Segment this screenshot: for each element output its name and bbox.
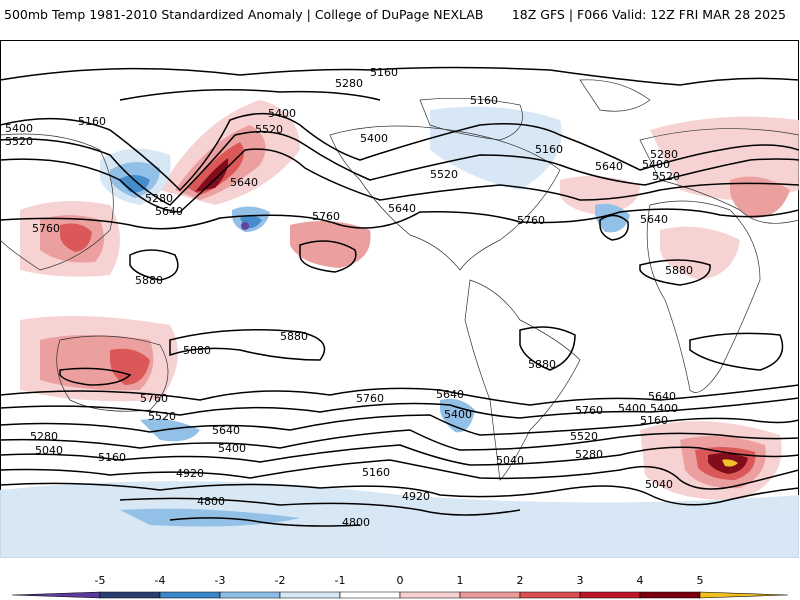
height-contours xyxy=(0,66,799,527)
contour-label: 5760 xyxy=(32,222,60,235)
colorbar-swatch xyxy=(699,591,789,599)
colorbar-tick-label: -3 xyxy=(215,574,226,587)
contour-label: 5160 xyxy=(370,66,398,79)
contour-label: 5400 xyxy=(618,402,646,415)
colorbar-swatch xyxy=(279,591,341,599)
contour-label: 5160 xyxy=(78,115,106,128)
contour-label: 4800 xyxy=(197,495,225,508)
contour-label: 5880 xyxy=(665,264,693,277)
contour-label: 5400 xyxy=(360,132,388,145)
contour-label: 5160 xyxy=(470,94,498,107)
colorbar-swatch xyxy=(579,591,641,599)
colorbar-tick-label: 5 xyxy=(697,574,704,587)
colorbar-swatch xyxy=(399,591,461,599)
contour-label: 5280 xyxy=(335,77,363,90)
contour-label: 5160 xyxy=(98,451,126,464)
colorbar-swatch xyxy=(639,591,701,599)
contour-label: 5520 xyxy=(652,170,680,183)
colorbar-swatch xyxy=(159,591,221,599)
contour-label: 5880 xyxy=(280,330,308,343)
contour-labels: 5160 5280 5160 5400 5520 5400 5160 5520 … xyxy=(5,66,693,529)
colorbar-tick-label: 0 xyxy=(397,574,404,587)
contour-label: 5040 xyxy=(645,478,673,491)
contour-label: 5760 xyxy=(356,392,384,405)
colorbar-swatches xyxy=(11,591,789,599)
contour-label: 5880 xyxy=(528,358,556,371)
contour-label: 5160 xyxy=(640,414,668,427)
contour-label: 5520 xyxy=(255,123,283,136)
contour-label: 5880 xyxy=(135,274,163,287)
contour-label: 5400 xyxy=(650,402,678,415)
contour-label: 5640 xyxy=(388,202,416,215)
contour-label: 5280 xyxy=(575,448,603,461)
contour-label: 5520 xyxy=(570,430,598,443)
contour-label: 5520 xyxy=(430,168,458,181)
contour-label: 5400 xyxy=(218,442,246,455)
contour-label: 5880 xyxy=(183,344,211,357)
contour-label: 5760 xyxy=(312,210,340,223)
contour-label: 5760 xyxy=(140,392,168,405)
contour-label: 5640 xyxy=(640,213,668,226)
colorbar-tick-label: -5 xyxy=(95,574,106,587)
anomaly-map: 5160 5280 5160 5400 5520 5400 5160 5520 … xyxy=(0,40,799,558)
contour-label: 4920 xyxy=(402,490,430,503)
colorbar-tick-label: 4 xyxy=(637,574,644,587)
contour-label: 5040 xyxy=(496,454,524,467)
colorbar-tick-label: -1 xyxy=(335,574,346,587)
colorbar-ticks: -5 -4 -3 -2 -1 0 1 2 3 4 5 xyxy=(95,574,704,587)
contour-label: 5160 xyxy=(362,466,390,479)
colorbar-tick-label: -2 xyxy=(275,574,286,587)
contour-label: 5640 xyxy=(648,390,676,403)
contour-label: 4920 xyxy=(176,467,204,480)
colorbar-swatch xyxy=(99,591,161,599)
contour-label: 5280 xyxy=(650,148,678,161)
contour-label: 5640 xyxy=(595,160,623,173)
colorbar-tick-label: 2 xyxy=(517,574,524,587)
contour-label: 5520 xyxy=(148,410,176,423)
contour-label: 5400 xyxy=(268,107,296,120)
contour-label: 5640 xyxy=(212,424,240,437)
contour-label: 5400 xyxy=(444,408,472,421)
colorbar-tick-label: 3 xyxy=(577,574,584,587)
colorbar-swatch xyxy=(459,591,521,599)
contour-label: 5280 xyxy=(30,430,58,443)
colorbar-swatch xyxy=(11,591,101,599)
contour-label: 5520 xyxy=(5,135,33,148)
contour-label: 5640 xyxy=(230,176,258,189)
contour-label: 5640 xyxy=(436,388,464,401)
colorbar-tick-label: 1 xyxy=(457,574,464,587)
contour-label: 5640 xyxy=(155,205,183,218)
contour-label: 5400 xyxy=(642,158,670,171)
colorbar-swatch xyxy=(339,591,401,599)
colorbar: -5 -4 -3 -2 -1 0 1 2 3 4 5 xyxy=(11,574,789,599)
colorbar-swatch xyxy=(519,591,581,599)
coastlines xyxy=(0,79,799,481)
colorbar-tick-label: -4 xyxy=(155,574,166,587)
header: 500mb Temp 1981-2010 Standardized Anomal… xyxy=(0,0,800,28)
contour-label: 5280 xyxy=(145,192,173,205)
contour-label: 5760 xyxy=(517,214,545,227)
contour-label: 5400 xyxy=(5,122,33,135)
run-info: 18Z GFS | F066 Valid: 12Z FRI MAR 28 202… xyxy=(511,7,786,22)
contour-label: 5760 xyxy=(575,404,603,417)
colorbar-swatch xyxy=(219,591,281,599)
contour-label: 5040 xyxy=(35,444,63,457)
contour-label: 4800 xyxy=(342,516,370,529)
map-title: 500mb Temp 1981-2010 Standardized Anomal… xyxy=(4,7,484,22)
contour-label: 5160 xyxy=(535,143,563,156)
